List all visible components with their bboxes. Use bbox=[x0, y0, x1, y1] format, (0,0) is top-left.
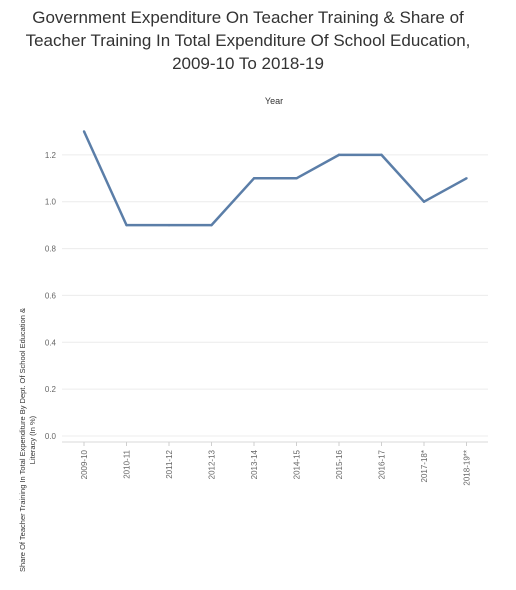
x-tick-label: 2018-19** bbox=[463, 450, 472, 486]
x-tick-label: 2015-16 bbox=[335, 449, 344, 479]
title-line-2: Teacher Training In Total Expenditure Of… bbox=[25, 31, 471, 50]
x-tick-label: 2012-13 bbox=[208, 449, 217, 479]
data-point bbox=[295, 177, 298, 180]
data-point bbox=[380, 153, 383, 157]
x-tick-label: 2014-15 bbox=[293, 449, 302, 479]
line-chart: 0.0 0.2 0.4 0.6 0.8 1.0 1.2 2009-10 2010-11 2011… bbox=[45, 130, 488, 486]
data-point bbox=[252, 177, 256, 180]
gridlines bbox=[62, 154, 488, 443]
y-tick-label: 0.8 bbox=[45, 245, 57, 254]
x-tick-label: 2010-11 bbox=[123, 449, 132, 478]
y-tick-label: 0.2 bbox=[45, 385, 57, 394]
y-tick-labels: 0.0 0.2 0.4 0.6 0.8 1.0 1.2 bbox=[45, 151, 57, 441]
x-tick-labels: 2009-10 2010-11 2011-12 2012-13 2013-14 2014-… bbox=[80, 442, 472, 486]
title-line-3: 2009-10 To 2018-19 bbox=[172, 54, 324, 73]
x-tick-label: 2013-14 bbox=[250, 449, 259, 479]
data-point bbox=[422, 200, 426, 203]
data-point bbox=[82, 130, 86, 133]
series-line bbox=[82, 130, 468, 227]
x-tick-label: 2011-12 bbox=[165, 449, 174, 478]
data-point bbox=[465, 177, 468, 180]
x-tick-label: 2017-18* bbox=[420, 450, 429, 482]
data-point bbox=[125, 223, 128, 227]
x-tick-label: 2009-10 bbox=[80, 449, 89, 479]
data-point bbox=[210, 223, 213, 227]
data-point bbox=[167, 223, 171, 227]
y-tick-label: 0.6 bbox=[45, 291, 57, 300]
y-tick-label: 0.4 bbox=[45, 338, 57, 347]
x-tick-label: 2016-17 bbox=[378, 449, 387, 479]
y-tick-label: 1.2 bbox=[45, 151, 57, 160]
title-line-1: Government Expenditure On Teacher Traini… bbox=[32, 8, 464, 27]
data-point bbox=[337, 153, 341, 157]
chart-title: Government Expenditure On Teacher Traini… bbox=[0, 6, 496, 75]
y-tick-label: 1.0 bbox=[45, 198, 57, 207]
y-tick-label: 0.0 bbox=[45, 432, 57, 441]
x-axis-label: Year bbox=[264, 96, 284, 106]
